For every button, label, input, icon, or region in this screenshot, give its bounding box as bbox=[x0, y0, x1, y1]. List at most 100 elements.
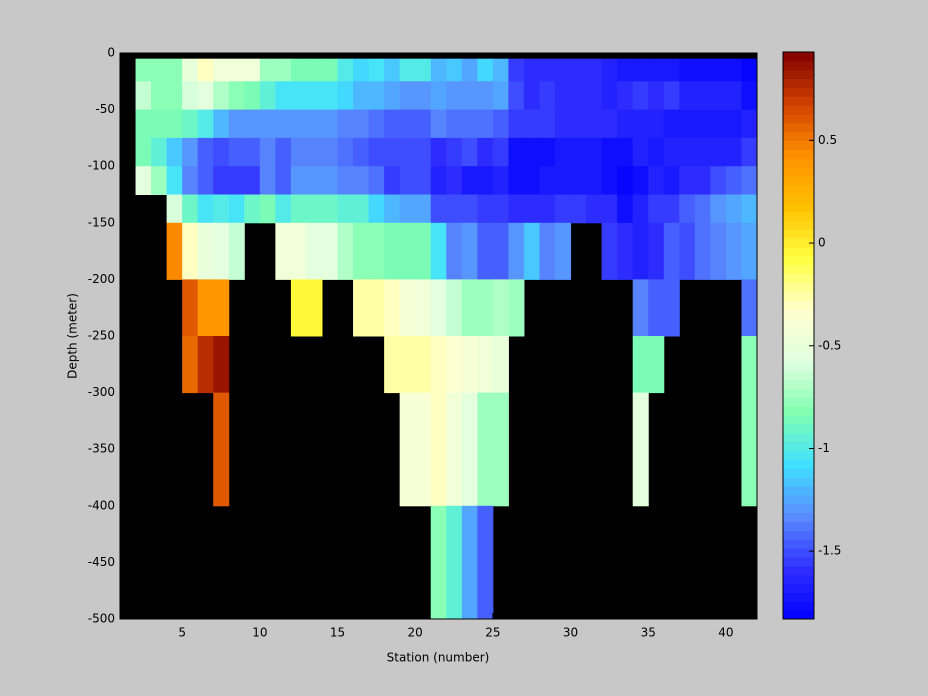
heatmap-cell bbox=[741, 58, 758, 82]
heatmap-cell bbox=[725, 109, 742, 139]
heatmap-cell bbox=[275, 194, 292, 224]
heatmap-cell bbox=[353, 279, 370, 337]
heatmap-cell bbox=[384, 222, 401, 280]
heatmap-cell bbox=[508, 166, 525, 195]
heatmap-cell bbox=[555, 81, 572, 111]
heatmap-cell bbox=[725, 137, 742, 167]
heatmap-cell bbox=[539, 137, 556, 167]
heatmap-cell bbox=[384, 194, 401, 224]
heatmap-cell bbox=[694, 81, 711, 111]
heatmap-cell bbox=[539, 81, 556, 111]
heatmap-cell bbox=[415, 194, 432, 224]
heatmap-cell bbox=[399, 194, 416, 224]
heatmap-cell bbox=[570, 58, 587, 82]
heatmap-cell bbox=[446, 109, 463, 139]
heatmap-cell bbox=[430, 505, 447, 620]
y-tick-label: -100 bbox=[88, 159, 115, 173]
heatmap-cell bbox=[492, 166, 509, 195]
heatmap-cell bbox=[275, 81, 292, 111]
heatmap-cell bbox=[523, 109, 540, 139]
heatmap-cell bbox=[632, 279, 649, 337]
heatmap-cell bbox=[492, 222, 509, 280]
heatmap-cell bbox=[399, 336, 416, 394]
heatmap-cell bbox=[384, 81, 401, 111]
heatmap-cell bbox=[368, 222, 385, 280]
heatmap-cell bbox=[679, 81, 696, 111]
heatmap-cell bbox=[166, 81, 183, 111]
colorbar-swatch bbox=[783, 432, 814, 443]
heatmap-cell bbox=[508, 109, 525, 139]
heatmap-cell bbox=[197, 81, 214, 111]
heatmap-cell bbox=[399, 279, 416, 337]
heatmap-cell bbox=[446, 222, 463, 280]
heatmap-cell bbox=[430, 222, 447, 280]
heatmap-cell bbox=[555, 222, 572, 280]
colorbar-swatch bbox=[783, 344, 814, 354]
heatmap-cell bbox=[648, 81, 665, 111]
heatmap-cell bbox=[182, 194, 199, 224]
heatmap-cell bbox=[415, 222, 432, 280]
x-tick-label: 15 bbox=[330, 626, 345, 640]
heatmap-cell bbox=[306, 137, 323, 167]
heatmap-cell bbox=[259, 194, 276, 224]
heatmap-cell bbox=[213, 194, 230, 224]
colorbar-tick-label: -1 bbox=[818, 441, 830, 455]
heatmap-cell bbox=[259, 137, 276, 167]
heatmap-cell bbox=[353, 194, 370, 224]
y-tick-label: -400 bbox=[88, 498, 115, 512]
heatmap-cell bbox=[259, 109, 276, 139]
heatmap-cell bbox=[679, 109, 696, 139]
heatmap-cell bbox=[617, 81, 634, 111]
heatmap-cell bbox=[461, 336, 478, 394]
heatmap-cell bbox=[430, 392, 447, 507]
heatmap-cell bbox=[741, 336, 758, 394]
heatmap-cell bbox=[399, 166, 416, 195]
heatmap-cell bbox=[663, 109, 680, 139]
colorbar-swatch bbox=[783, 300, 814, 310]
colorbar-swatch bbox=[783, 512, 814, 523]
colorbar-swatch bbox=[783, 353, 814, 363]
heatmap-cell bbox=[182, 137, 199, 167]
heatmap-cell bbox=[182, 109, 199, 139]
heatmap-cell bbox=[244, 137, 261, 167]
heatmap-cell bbox=[586, 194, 603, 224]
colorbar-swatch bbox=[783, 362, 814, 372]
heatmap-cell bbox=[508, 222, 525, 280]
heatmap-cell bbox=[601, 137, 618, 167]
heatmap-cell bbox=[632, 222, 649, 280]
heatmap-cell bbox=[430, 81, 447, 111]
colorbar-swatch bbox=[783, 441, 814, 452]
y-tick-label: 0 bbox=[107, 46, 115, 60]
heatmap-cell bbox=[725, 222, 742, 280]
heatmap-cell bbox=[197, 336, 214, 394]
heatmap-cell bbox=[415, 166, 432, 195]
heatmap-cell bbox=[430, 166, 447, 195]
colorbar-swatch bbox=[783, 556, 814, 567]
heatmap-cell bbox=[353, 166, 370, 195]
colorbar-swatch bbox=[783, 308, 814, 319]
heatmap-cell bbox=[601, 222, 618, 280]
heatmap-cell bbox=[632, 58, 649, 82]
heatmap-cell bbox=[306, 109, 323, 139]
heatmap-cell bbox=[213, 392, 230, 507]
heatmap-cell bbox=[384, 166, 401, 195]
heatmap-cell bbox=[555, 137, 572, 167]
colorbar-swatch bbox=[783, 539, 814, 549]
heatmap-cell bbox=[570, 166, 587, 195]
y-tick-label: -150 bbox=[88, 215, 115, 229]
colorbar-swatch bbox=[783, 264, 814, 274]
heatmap-cell bbox=[244, 58, 261, 82]
heatmap-cell bbox=[586, 137, 603, 167]
heatmap-cell bbox=[741, 137, 758, 167]
heatmap-cell bbox=[663, 81, 680, 111]
colorbar-swatch bbox=[783, 69, 814, 80]
heatmap-cell bbox=[648, 109, 665, 139]
colorbar-swatch bbox=[783, 202, 814, 212]
heatmap-cell bbox=[679, 58, 696, 82]
heatmap-cell bbox=[290, 81, 307, 111]
heatmap-cell bbox=[679, 222, 696, 280]
heatmap-cell bbox=[228, 58, 245, 82]
heatmap-cell bbox=[182, 222, 199, 280]
colorbar-swatch bbox=[783, 397, 814, 407]
heatmap-cell bbox=[570, 137, 587, 167]
